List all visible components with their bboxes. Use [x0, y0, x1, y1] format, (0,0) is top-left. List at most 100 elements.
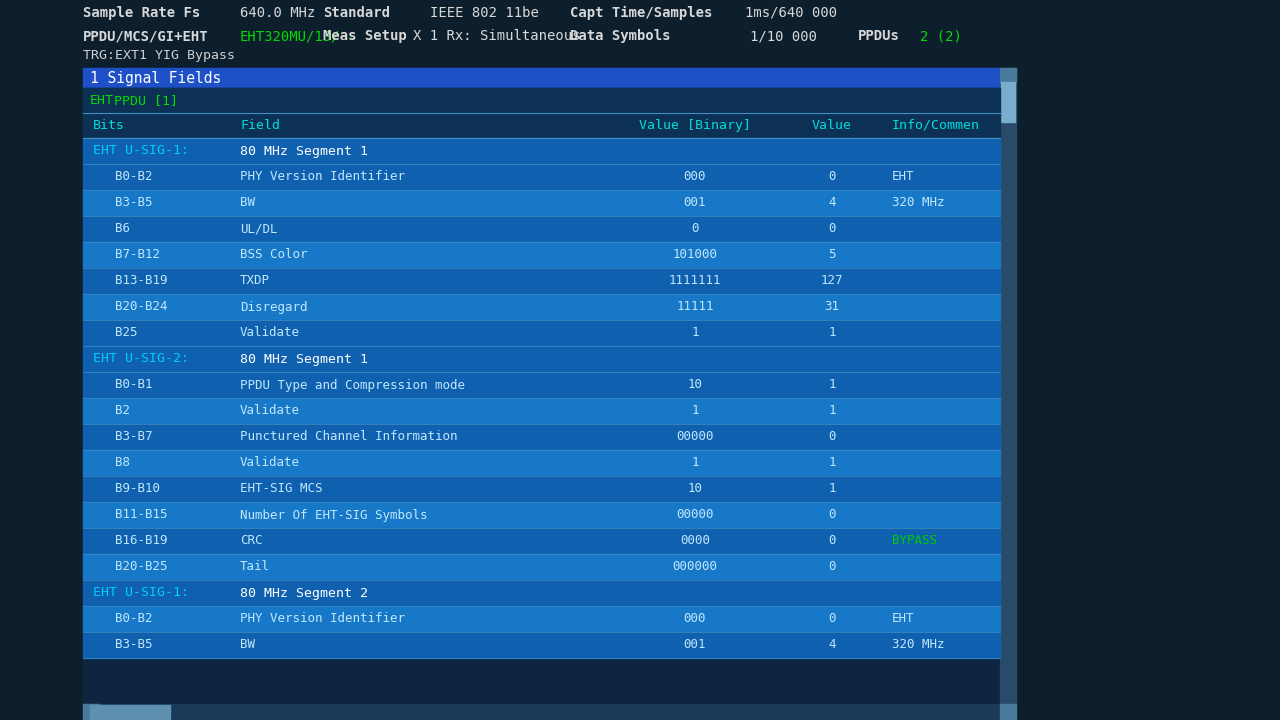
- Text: Value: Value: [812, 119, 852, 132]
- Text: 1: 1: [828, 405, 836, 418]
- Text: 1: 1: [691, 326, 699, 340]
- Bar: [83, 704, 99, 720]
- Bar: [83, 424, 1000, 450]
- Text: EHT: EHT: [892, 171, 914, 184]
- Bar: [83, 294, 1000, 320]
- Text: 101000: 101000: [672, 248, 718, 261]
- Text: B3-B7: B3-B7: [115, 431, 152, 444]
- Text: B3-B5: B3-B5: [115, 639, 152, 652]
- Text: Validate: Validate: [241, 405, 300, 418]
- Text: 1: 1: [691, 456, 699, 469]
- Text: 10: 10: [687, 482, 703, 495]
- Text: B11-B15: B11-B15: [115, 508, 168, 521]
- Text: BSS Color: BSS Color: [241, 248, 307, 261]
- Text: EHT: EHT: [90, 94, 114, 107]
- Text: EHT U-SIG-1:: EHT U-SIG-1:: [93, 587, 189, 600]
- Text: EHT U-SIG-1:: EHT U-SIG-1:: [93, 145, 189, 158]
- Text: X 1 Rx: Simultaneous: X 1 Rx: Simultaneous: [413, 29, 581, 43]
- Text: 0: 0: [828, 431, 836, 444]
- Text: 2 (2): 2 (2): [920, 29, 961, 43]
- Text: 31: 31: [824, 300, 840, 313]
- Text: B3-B5: B3-B5: [115, 197, 152, 210]
- Bar: [83, 138, 1000, 164]
- Bar: [1001, 82, 1015, 122]
- Bar: [83, 528, 1000, 554]
- Text: PPDU [1]: PPDU [1]: [114, 94, 178, 107]
- Bar: [0, 0, 1280, 68]
- Text: 000000: 000000: [672, 560, 718, 574]
- Text: 0000: 0000: [680, 534, 710, 547]
- Bar: [83, 88, 1000, 704]
- Text: 10: 10: [687, 379, 703, 392]
- Text: Standard: Standard: [323, 6, 390, 20]
- Text: B20-B25: B20-B25: [115, 560, 168, 574]
- Text: EHT-SIG MCS: EHT-SIG MCS: [241, 482, 323, 495]
- Bar: [83, 554, 1000, 580]
- Text: BW: BW: [241, 197, 255, 210]
- Text: B7-B12: B7-B12: [115, 248, 160, 261]
- Text: 001: 001: [684, 639, 707, 652]
- Text: CRC: CRC: [241, 534, 262, 547]
- Text: B20-B24: B20-B24: [115, 300, 168, 313]
- Text: 0: 0: [828, 613, 836, 626]
- Text: TRG:EXT1 YIG Bypass: TRG:EXT1 YIG Bypass: [83, 48, 236, 61]
- Text: 1: 1: [828, 482, 836, 495]
- Text: 320 MHz: 320 MHz: [892, 639, 945, 652]
- Text: Value [Binary]: Value [Binary]: [639, 119, 751, 132]
- Bar: [83, 113, 1000, 138]
- Text: PHY Version Identifier: PHY Version Identifier: [241, 613, 404, 626]
- Bar: [83, 632, 1000, 658]
- Text: B13-B19: B13-B19: [115, 274, 168, 287]
- Bar: [1000, 704, 1016, 720]
- Text: 00000: 00000: [676, 431, 714, 444]
- Bar: [83, 242, 1000, 268]
- Text: 1: 1: [828, 326, 836, 340]
- Bar: [83, 164, 1000, 190]
- Text: 640.0 MHz: 640.0 MHz: [241, 6, 315, 20]
- Text: Data Symbols: Data Symbols: [570, 29, 671, 43]
- Text: B9-B10: B9-B10: [115, 482, 160, 495]
- Text: 00000: 00000: [676, 508, 714, 521]
- Text: PPDU/MCS/GI+EHT: PPDU/MCS/GI+EHT: [83, 29, 209, 43]
- Bar: [83, 606, 1000, 632]
- Text: EHT: EHT: [892, 613, 914, 626]
- Text: 0: 0: [828, 534, 836, 547]
- Text: 1ms/640 000: 1ms/640 000: [745, 6, 837, 20]
- Text: 5: 5: [828, 248, 836, 261]
- Text: 001: 001: [684, 197, 707, 210]
- Text: Meas Setup: Meas Setup: [323, 29, 407, 43]
- Text: 1: 1: [828, 456, 836, 469]
- Text: PHY Version Identifier: PHY Version Identifier: [241, 171, 404, 184]
- Text: 1 Signal Fields: 1 Signal Fields: [90, 71, 221, 86]
- Text: IEEE 802 11be: IEEE 802 11be: [430, 6, 539, 20]
- Bar: [83, 704, 1000, 720]
- Text: PPDU Type and Compression mode: PPDU Type and Compression mode: [241, 379, 465, 392]
- Text: 1111111: 1111111: [668, 274, 721, 287]
- Text: 0: 0: [828, 171, 836, 184]
- Text: 0: 0: [828, 222, 836, 235]
- Text: Bits: Bits: [93, 119, 125, 132]
- Text: B16-B19: B16-B19: [115, 534, 168, 547]
- Text: Info/Commen: Info/Commen: [892, 119, 980, 132]
- Bar: [83, 346, 1000, 372]
- Text: 4: 4: [828, 639, 836, 652]
- Bar: [83, 372, 1000, 398]
- Bar: [83, 580, 1000, 606]
- Bar: [90, 705, 170, 719]
- Bar: [83, 68, 1000, 88]
- Text: Capt Time/Samples: Capt Time/Samples: [570, 6, 713, 20]
- Text: 80 MHz Segment 2: 80 MHz Segment 2: [241, 587, 369, 600]
- Bar: [1000, 68, 1016, 82]
- Text: 0: 0: [828, 508, 836, 521]
- Text: BYPASS: BYPASS: [892, 534, 937, 547]
- Text: 11111: 11111: [676, 300, 714, 313]
- Text: EHT320MU/13/--: EHT320MU/13/--: [241, 29, 357, 43]
- Text: 0: 0: [828, 560, 836, 574]
- Text: B25: B25: [115, 326, 137, 340]
- Text: 1: 1: [691, 405, 699, 418]
- Text: Tail: Tail: [241, 560, 270, 574]
- Text: 000: 000: [684, 613, 707, 626]
- Text: BW: BW: [241, 639, 255, 652]
- Text: Validate: Validate: [241, 326, 300, 340]
- Bar: [83, 268, 1000, 294]
